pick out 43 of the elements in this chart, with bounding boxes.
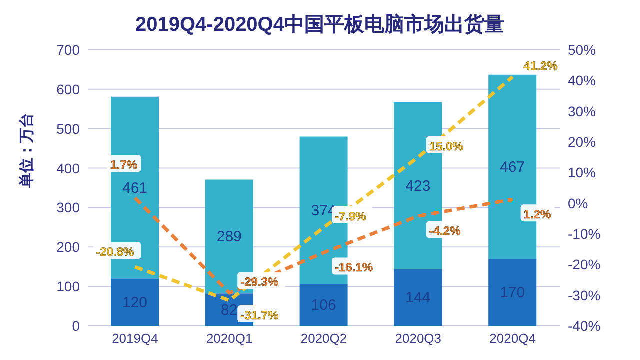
y-tick-label: 200 [56, 239, 80, 256]
y2-tick-label: -20% [568, 256, 601, 273]
y2-tick-label: 20% [568, 134, 596, 150]
data-label: 15.0% [429, 139, 464, 154]
y2-tick-label: 40% [568, 72, 596, 89]
x-tick-label: 2020Q3 [395, 331, 442, 346]
y2-tick-label: -30% [568, 287, 601, 304]
y2-tick-label: 50% [568, 42, 596, 58]
x-tick-label: 2020Q2 [300, 331, 348, 346]
x-tick-label: 2020Q4 [490, 331, 536, 346]
bar [300, 284, 348, 326]
data-label: -31.7% [240, 308, 279, 323]
x-tick-label: 2019Q4 [112, 331, 158, 346]
data-label: -29.3% [240, 275, 279, 290]
y-tick-label: 0 [72, 318, 80, 334]
bar [488, 258, 537, 326]
data-label: 461 [122, 180, 148, 197]
bar [394, 269, 442, 326]
y-tick-label: 300 [56, 200, 80, 216]
data-label: 1.7% [110, 158, 138, 172]
data-label: -7.9% [335, 210, 367, 224]
y-tick-label: 400 [56, 160, 80, 176]
y-tick-label: 500 [56, 120, 80, 137]
data-label: 1.2% [524, 208, 552, 222]
data-label: 289 [216, 228, 242, 246]
y-axis-title: 单位：万台 [18, 113, 36, 189]
x-tick-label: 2020Q1 [206, 331, 253, 346]
data-label: -20.8% [96, 245, 135, 260]
data-label: 41.2% [524, 58, 558, 73]
y-tick-label: 700 [56, 42, 80, 58]
y2-tick-label: 30% [568, 103, 596, 120]
y-tick-label: 600 [56, 81, 80, 98]
data-label: 467 [500, 158, 526, 176]
y2-tick-label: 0% [568, 195, 588, 212]
chart-title: 2019Q4-2020Q4中国平板电脑市场出货量 [134, 12, 506, 38]
data-label: -4.2% [429, 224, 462, 238]
data-label: 423 [406, 178, 431, 195]
y2-tick-label: -40% [568, 318, 601, 334]
y-tick-label: 100 [56, 278, 80, 295]
bar [111, 278, 159, 326]
y2-tick-label: 10% [568, 164, 596, 181]
data-label: -16.1% [335, 260, 374, 275]
y2-tick-label: -10% [568, 226, 601, 242]
